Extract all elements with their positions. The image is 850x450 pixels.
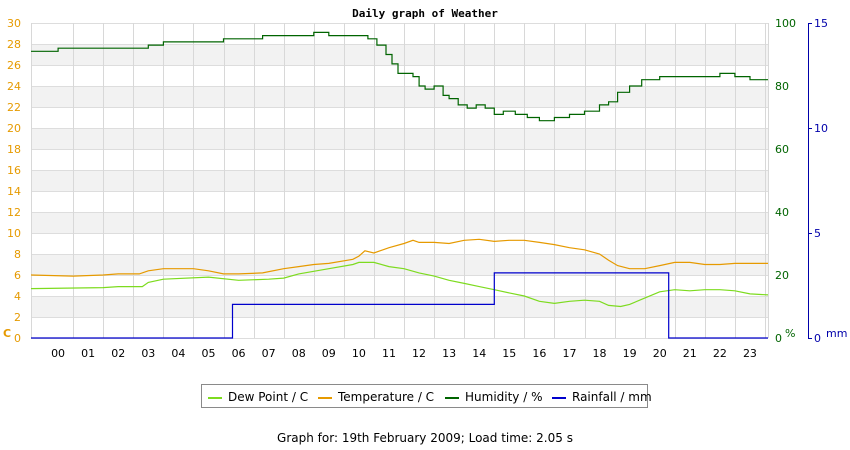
grid-band — [31, 254, 768, 275]
x-tick-label: 03 — [141, 347, 155, 360]
x-tick-label: 21 — [683, 347, 697, 360]
y-tick-label-temperature: 10 — [7, 227, 21, 240]
y-tick-label-temperature: 18 — [7, 143, 21, 156]
y-tick-label-temperature: 4 — [14, 290, 21, 303]
y-tick-label-temperature: 0 — [14, 332, 21, 345]
legend-label-humidity: Humidity / % — [465, 390, 543, 404]
y-tick-label-temperature: 26 — [7, 59, 21, 72]
y-tick-label-temperature: 16 — [7, 164, 21, 177]
legend-swatch-humidity — [445, 396, 459, 399]
y-tick-label-temperature: 24 — [7, 80, 21, 93]
legend-swatch-rainfall — [552, 396, 566, 399]
x-tick-label: 20 — [653, 347, 667, 360]
series-line-humidity — [31, 31, 768, 122]
y-tick-label-humidity: 20 — [775, 269, 789, 282]
y-tick-label-temperature: 22 — [7, 101, 21, 114]
y-tick-label-temperature: 8 — [14, 248, 21, 261]
x-tick-label: 07 — [262, 347, 276, 360]
x-tick-label: 06 — [232, 347, 246, 360]
legend-swatch-dew-point — [208, 396, 222, 399]
legend-item-temperature: Temperature / C — [318, 390, 434, 404]
x-tick-label: 02 — [111, 347, 125, 360]
grid-band — [31, 170, 768, 191]
grid-band — [31, 212, 768, 233]
series-line-rainfall — [31, 272, 768, 339]
y-tick-label-humidity: 60 — [775, 143, 789, 156]
legend-item-rainfall: Rainfall / mm — [552, 390, 652, 404]
grid-band — [31, 128, 768, 149]
y-tick-label-rainfall: 15 — [814, 17, 828, 30]
x-tick-label: 13 — [442, 347, 456, 360]
y-tick-label-rainfall: 10 — [814, 122, 828, 135]
x-tick-label: 15 — [502, 347, 516, 360]
chart-legend: Dew Point / C Temperature / C Humidity /… — [201, 384, 652, 408]
x-tick-label: 09 — [322, 347, 336, 360]
chart-series — [30, 31, 769, 339]
y-tick-label-humidity: 0 — [775, 332, 782, 345]
x-tick-label: 18 — [593, 347, 607, 360]
y-unit-label-temperature: C — [3, 327, 11, 340]
x-tick-label: 11 — [382, 347, 396, 360]
legend-swatch-temperature — [318, 396, 332, 399]
chart-title: Daily graph of Weather — [352, 7, 498, 20]
y-tick-label-humidity: 40 — [775, 206, 789, 219]
x-tick-label: 19 — [623, 347, 637, 360]
y-unit-label-rainfall: mm — [826, 327, 847, 340]
y-tick-label-temperature: 20 — [7, 122, 21, 135]
chart-axes: 00 01 02 03 04 05 06 07 08 09 10 11 12 13 14 15 16 17 18 19… — [3, 17, 847, 360]
x-tick-label: 10 — [352, 347, 366, 360]
x-tick-label: 04 — [171, 347, 185, 360]
x-tick-label: 23 — [743, 347, 757, 360]
y-tick-label-temperature: 6 — [14, 269, 21, 282]
legend-item-humidity: Humidity / % — [445, 390, 542, 404]
y-tick-label-humidity: 80 — [775, 80, 789, 93]
y-tick-label-humidity: 100 — [775, 17, 796, 30]
grid-band — [31, 44, 768, 65]
y-tick-label-temperature: 30 — [7, 17, 21, 30]
grid-band — [31, 86, 768, 107]
x-tick-label: 01 — [81, 347, 95, 360]
y-unit-label-humidity: % — [785, 327, 795, 340]
chart-footer: Graph for: 19th February 2009; Load time… — [277, 431, 573, 445]
series-line-temperature — [30, 238, 768, 277]
chart-grid — [31, 23, 769, 339]
y-tick-label-rainfall: 5 — [814, 227, 821, 240]
grid-band — [31, 296, 768, 317]
legend-label-rainfall: Rainfall / mm — [572, 390, 652, 404]
x-tick-label: 05 — [201, 347, 215, 360]
legend-item-dew-point: Dew Point / C — [208, 390, 308, 404]
y-tick-label-temperature: 14 — [7, 185, 21, 198]
legend-label-temperature: Temperature / C — [338, 390, 435, 404]
x-tick-label: 12 — [412, 347, 426, 360]
x-tick-label: 22 — [713, 347, 727, 360]
series-line-dew-point — [30, 261, 769, 308]
legend-label-dew-point: Dew Point / C — [228, 390, 309, 404]
x-tick-label: 17 — [562, 347, 576, 360]
x-tick-label: 00 — [51, 347, 65, 360]
y-tick-label-rainfall: 0 — [814, 332, 821, 345]
y-tick-label-temperature: 12 — [7, 206, 21, 219]
x-tick-label: 14 — [472, 347, 486, 360]
y-tick-label-temperature: 28 — [7, 38, 21, 51]
x-tick-label: 16 — [532, 347, 546, 360]
y-tick-label-temperature: 2 — [14, 311, 21, 324]
x-tick-label: 08 — [292, 347, 306, 360]
